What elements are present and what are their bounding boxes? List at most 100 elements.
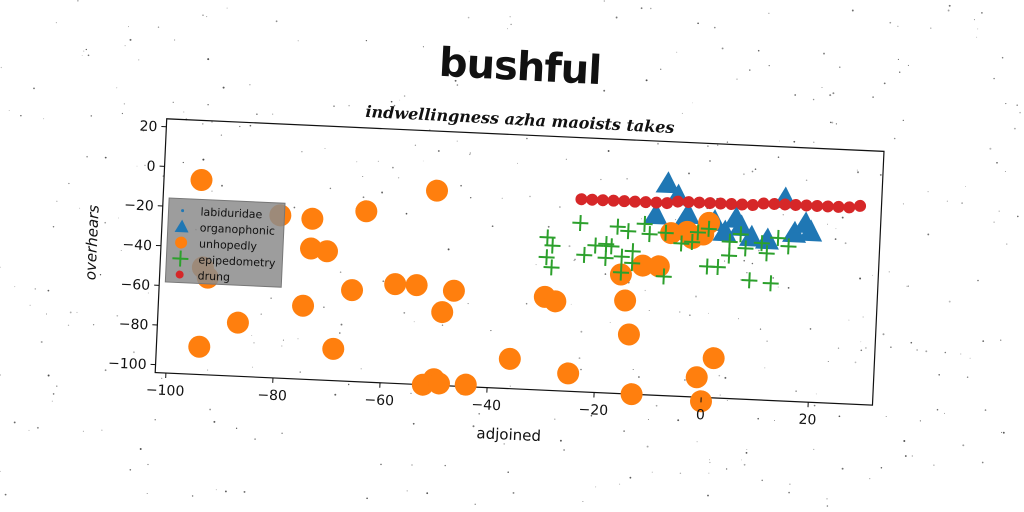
noise-speck (809, 328, 812, 330)
noise-speck (916, 349, 918, 351)
unhopedly-point (614, 289, 637, 312)
noise-speck (629, 476, 632, 479)
noise-speck (679, 311, 681, 313)
noise-speck (725, 468, 728, 470)
noise-speck (101, 429, 103, 431)
drung-point (800, 199, 813, 212)
epipedometry-point (587, 237, 604, 254)
y-axis: 20 0 −20 −40 −60 −80 −100 (108, 119, 167, 373)
noise-speck (996, 162, 998, 164)
noise-speck (844, 242, 847, 245)
unhopedly-point (188, 335, 211, 358)
noise-speck (56, 200, 58, 202)
noise-speck (910, 341, 913, 344)
noise-speck (399, 99, 401, 101)
noise-speck (890, 346, 892, 348)
noise-speck (221, 184, 223, 187)
noise-speck (644, 289, 646, 292)
noise-speck (426, 492, 429, 495)
noise-speck (746, 272, 748, 274)
noise-speck (56, 385, 58, 387)
noise-speck (907, 64, 909, 66)
noise-speck (509, 385, 511, 387)
epipedometry-point (543, 259, 560, 276)
legend-marker-labiduridae (181, 209, 185, 213)
noise-speck (467, 303, 469, 305)
noise-speck (333, 105, 335, 107)
noise-speck (157, 26, 160, 28)
noise-speck (405, 212, 408, 215)
noise-speck (902, 203, 904, 205)
noise-speck (406, 490, 408, 492)
noise-speck (1017, 215, 1019, 218)
epipedometry-point (758, 245, 775, 262)
unhopedly-point (384, 273, 407, 296)
noise-speck (382, 280, 385, 283)
noise-speck (632, 369, 634, 370)
drung-point (575, 193, 588, 206)
noise-speck (774, 420, 775, 421)
noise-speck (222, 86, 225, 89)
noise-speck (772, 277, 775, 279)
noise-speck (79, 207, 81, 209)
series-epipedometry (538, 214, 797, 292)
noise-speck (226, 7, 228, 9)
noise-speck (893, 137, 896, 140)
noise-speck (854, 361, 857, 364)
noise-speck (904, 455, 907, 457)
epipedometry-point (700, 220, 717, 237)
noise-speck (743, 259, 745, 262)
drung-point (596, 194, 609, 207)
noise-speck (129, 469, 132, 471)
noise-speck (144, 164, 146, 167)
noise-speck (615, 16, 618, 19)
x-tick-label: −40 (471, 397, 501, 414)
organophonic-point (728, 214, 753, 237)
epipedometry-point (753, 235, 770, 252)
noise-speck (211, 190, 213, 192)
noise-speck (410, 392, 412, 395)
noise-speck (529, 195, 531, 198)
noise-speck (674, 219, 676, 221)
noise-speck (761, 479, 763, 482)
noise-speck (609, 322, 611, 323)
unhopedly-point (301, 207, 324, 230)
noise-speck (681, 112, 683, 114)
noise-speck (92, 324, 95, 326)
noise-speck (993, 77, 995, 80)
noise-speck (948, 4, 951, 7)
noise-speck (47, 374, 50, 377)
noise-speck (51, 400, 53, 402)
noise-speck (590, 414, 593, 417)
unhopedly-point (322, 337, 345, 360)
noise-speck (324, 148, 326, 149)
noise-speck (647, 419, 649, 421)
drung-point (650, 196, 663, 209)
noise-speck (944, 351, 947, 354)
noise-speck (619, 483, 621, 485)
unhopedly-point (620, 383, 643, 406)
noise-speck (85, 48, 87, 51)
noise-speck (281, 345, 283, 347)
noise-speck (69, 311, 72, 314)
epipedometry-point (657, 224, 674, 241)
noise-speck (191, 495, 194, 497)
drung-point (725, 198, 738, 211)
noise-speck (640, 7, 643, 10)
noise-speck (966, 376, 969, 378)
noise-speck (603, 0, 605, 2)
noise-speck (736, 78, 738, 80)
noise-speck (1001, 56, 1004, 59)
epipedometry-point (721, 247, 738, 264)
noise-speck (36, 426, 39, 429)
noise-speck (637, 376, 640, 378)
noise-speck (961, 202, 963, 204)
noise-speck (120, 250, 122, 251)
noise-speck (584, 82, 586, 84)
noise-speck (607, 150, 610, 152)
noise-speck (381, 191, 384, 194)
noise-speck (758, 249, 760, 252)
noise-speck (740, 279, 742, 281)
unhopedly-point (631, 254, 654, 277)
noise-speck (104, 156, 107, 159)
